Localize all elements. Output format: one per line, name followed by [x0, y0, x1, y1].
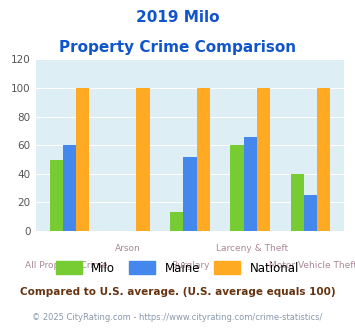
- Bar: [197, 88, 210, 231]
- Text: 2019 Milo: 2019 Milo: [136, 10, 219, 25]
- Text: © 2025 CityRating.com - https://www.cityrating.com/crime-statistics/: © 2025 CityRating.com - https://www.city…: [32, 314, 323, 322]
- Bar: [170, 213, 183, 231]
- Bar: [244, 137, 257, 231]
- Text: Compared to U.S. average. (U.S. average equals 100): Compared to U.S. average. (U.S. average …: [20, 287, 335, 297]
- Text: Property Crime Comparison: Property Crime Comparison: [59, 40, 296, 54]
- Bar: [304, 195, 317, 231]
- Text: All Property Crime: All Property Crime: [25, 261, 108, 270]
- Text: Larceny & Theft: Larceny & Theft: [215, 244, 288, 253]
- Text: Motor Vehicle Theft: Motor Vehicle Theft: [269, 261, 355, 270]
- Legend: Milo, Maine, National: Milo, Maine, National: [51, 257, 304, 280]
- Bar: [76, 88, 89, 231]
- Text: Arson: Arson: [115, 244, 141, 253]
- Bar: [183, 157, 197, 231]
- Bar: [317, 88, 330, 231]
- Bar: [257, 88, 270, 231]
- Bar: [63, 145, 76, 231]
- Text: Burglary: Burglary: [171, 261, 209, 270]
- Bar: [50, 159, 63, 231]
- Bar: [290, 174, 304, 231]
- Bar: [230, 145, 244, 231]
- Bar: [136, 88, 149, 231]
